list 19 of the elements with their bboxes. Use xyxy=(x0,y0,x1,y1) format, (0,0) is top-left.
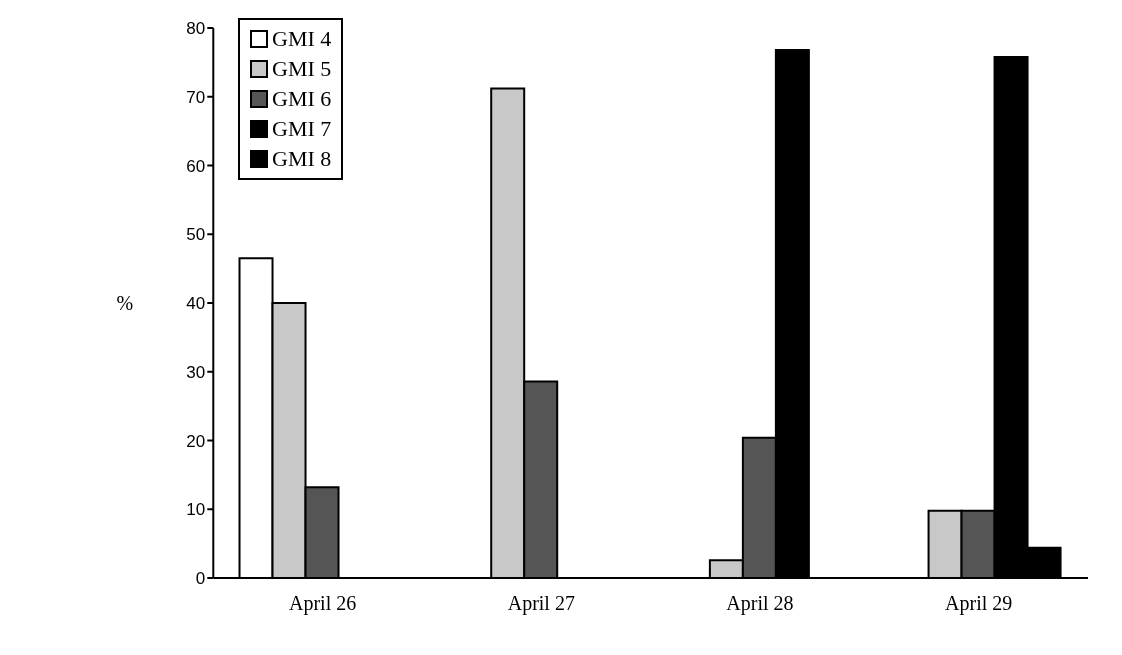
y-axis-title: % xyxy=(116,292,134,315)
x-tick-label: April 28 xyxy=(726,592,794,616)
legend-label: GMI 6 xyxy=(272,85,332,113)
y-tick-label: 50 xyxy=(186,225,206,245)
legend-label: GMI 4 xyxy=(272,25,332,53)
y-tick-label: 20 xyxy=(186,431,206,451)
legend-label: GMI 5 xyxy=(272,55,332,83)
y-tick-label: 60 xyxy=(186,156,206,176)
x-tick-label: April 27 xyxy=(507,592,575,616)
legend-label: GMI 7 xyxy=(272,115,332,143)
y-tick-label: 0 xyxy=(195,569,206,589)
y-tick-label: 30 xyxy=(186,362,206,382)
y-tick-label: 70 xyxy=(186,87,206,107)
legend-label: GMI 8 xyxy=(272,145,332,173)
x-tick-label: April 29 xyxy=(945,592,1013,616)
x-tick-label: April 26 xyxy=(289,592,357,616)
y-tick-label: 40 xyxy=(186,294,206,314)
y-tick-label: 80 xyxy=(186,19,206,39)
y-tick-label: 10 xyxy=(186,500,206,520)
